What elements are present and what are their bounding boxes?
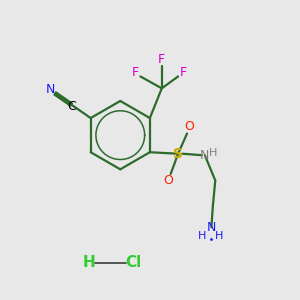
Text: O: O: [184, 121, 194, 134]
Text: N: N: [46, 83, 56, 96]
Text: H: H: [214, 231, 223, 241]
Text: N: N: [200, 149, 210, 162]
Text: F: F: [180, 66, 187, 80]
Text: C: C: [68, 100, 76, 113]
Text: N: N: [207, 220, 216, 234]
Text: H: H: [83, 255, 95, 270]
Text: S: S: [173, 147, 183, 161]
Text: O: O: [164, 174, 173, 187]
Text: Cl: Cl: [125, 255, 142, 270]
Text: H: H: [198, 231, 207, 241]
Text: H: H: [209, 148, 218, 158]
Text: F: F: [131, 66, 139, 80]
Text: F: F: [158, 53, 165, 66]
